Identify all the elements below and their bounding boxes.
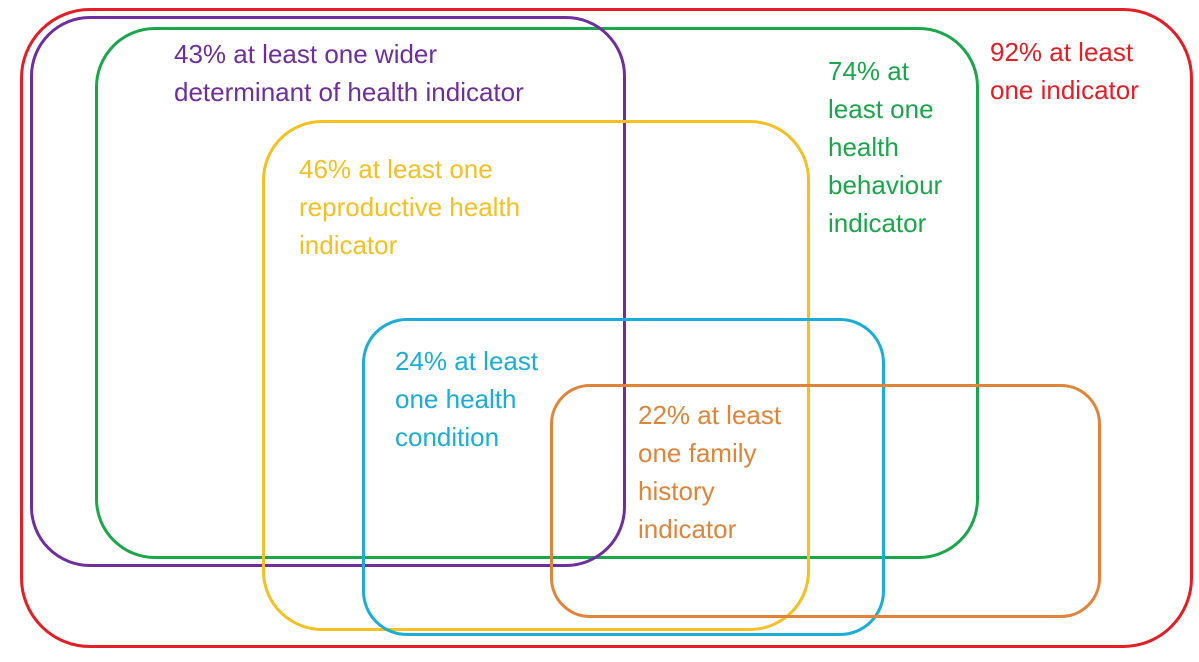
set-label-any-indicator: 92% at least one indicator: [990, 33, 1139, 109]
label-line: indicator: [299, 230, 398, 260]
set-box-family-history: [550, 384, 1101, 618]
set-box-health-condition: [362, 318, 885, 636]
label-line: history: [638, 476, 715, 506]
label-line: behaviour: [828, 170, 943, 200]
label-line: 43% at least one wider: [174, 39, 438, 69]
label-line: indicator: [638, 514, 737, 544]
set-box-wider-determinant: [30, 16, 626, 567]
label-line: 46% at least one: [299, 154, 493, 184]
set-label-family-history: 22% at least one family history indicato…: [638, 396, 781, 548]
set-box-health-behaviour: [95, 27, 979, 559]
label-line: one family: [638, 438, 757, 468]
label-line: reproductive health: [299, 192, 521, 222]
set-box-any-indicator: [20, 8, 1193, 648]
label-line: health: [828, 132, 899, 162]
label-line: one health: [395, 384, 517, 414]
label-line: 22% at least: [638, 400, 782, 430]
label-line: indicator: [828, 208, 927, 238]
label-line: least one: [828, 94, 934, 124]
set-label-health-condition: 24% at least one health condition: [395, 342, 538, 456]
set-label-wider-determinant: 43% at least one wider determinant of he…: [174, 35, 524, 111]
set-label-reproductive-health: 46% at least one reproductive health ind…: [299, 150, 520, 264]
label-line: one indicator: [990, 75, 1139, 105]
label-line: determinant of health indicator: [174, 77, 524, 107]
set-label-health-behaviour: 74% at least one health behaviour indica…: [828, 52, 942, 242]
label-line: 92% at least: [990, 37, 1134, 67]
set-box-reproductive-health: [262, 120, 810, 631]
label-line: 74% at: [828, 56, 909, 86]
label-line: condition: [395, 422, 500, 452]
label-line: 24% at least: [395, 346, 539, 376]
